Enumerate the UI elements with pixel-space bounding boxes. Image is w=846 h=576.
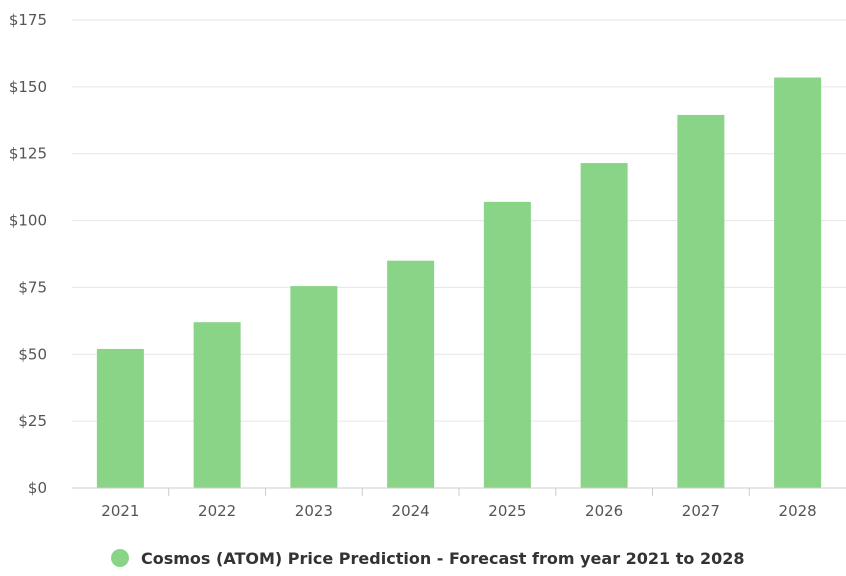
x-tick-label: 2025 (488, 502, 526, 520)
legend[interactable]: Cosmos (ATOM) Price Prediction - Forecas… (111, 549, 745, 568)
bar-2021[interactable] (96, 348, 144, 488)
x-tick-label: 2021 (101, 502, 139, 520)
y-tick-label: $25 (18, 412, 47, 430)
y-tick-label: $100 (9, 212, 47, 230)
y-tick-label: $175 (9, 11, 47, 29)
y-axis: $0 $25 $50 $75 $100 $125 $150 $175 (9, 11, 47, 497)
x-tick-label: 2028 (779, 502, 817, 520)
legend-marker[interactable] (111, 549, 129, 567)
y-tick-label: $0 (28, 479, 47, 497)
x-tick-label: 2024 (392, 502, 430, 520)
bar-2026[interactable] (580, 163, 628, 488)
bar-2023[interactable] (290, 286, 338, 488)
x-tick-label: 2027 (682, 502, 720, 520)
bar-2028[interactable] (774, 77, 822, 489)
bar-2025[interactable] (483, 201, 531, 488)
y-tick-label: $50 (18, 345, 47, 363)
y-tick-label: $75 (18, 278, 47, 296)
bars (96, 77, 822, 489)
bar-2022[interactable] (193, 322, 241, 488)
gridlines (72, 19, 846, 422)
y-tick-label: $150 (9, 78, 47, 96)
x-axis: 2021 2022 2023 2024 2025 2026 2027 2028 (72, 487, 846, 520)
x-tick-label: 2023 (295, 502, 333, 520)
bar-2024[interactable] (387, 260, 435, 488)
legend-label[interactable]: Cosmos (ATOM) Price Prediction - Forecas… (141, 549, 745, 568)
x-tick-label: 2026 (585, 502, 623, 520)
x-tick-label: 2022 (198, 502, 236, 520)
bar-2027[interactable] (677, 114, 725, 489)
y-tick-label: $125 (9, 145, 47, 163)
